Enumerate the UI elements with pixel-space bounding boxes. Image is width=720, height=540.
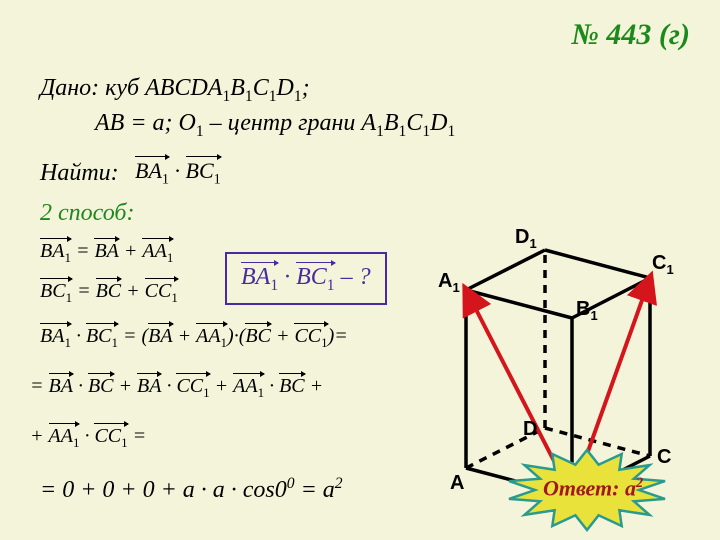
answer-starburst: Ответ: a2 — [505, 448, 670, 533]
equation-5: + AA1 · CC1 = — [30, 425, 146, 451]
method-label: 2 способ: — [40, 200, 134, 227]
problem-number: № 443 (г) — [571, 18, 690, 52]
answer-text: Ответ: a2 — [543, 475, 643, 501]
find-label: Найти: — [40, 160, 119, 187]
label-c1: C1 — [652, 252, 674, 277]
label-d: D — [523, 418, 537, 441]
final-line: = 0 + 0 + 0 + a · a · cos00 = a2 — [40, 475, 343, 504]
given-line-1: Дано: куб ABCDA1B1C1D1; — [40, 75, 310, 106]
label-a: A — [450, 472, 464, 495]
equation-2: BC1 = BC + CC1 — [40, 280, 178, 306]
boxed-question: BA1 · BC1 – ? — [225, 252, 387, 305]
find-expression: BA1 · BC1 — [135, 158, 221, 188]
equation-1: BA1 = BA + AA1 — [40, 240, 173, 266]
given-line-2: AB = a; O1 – центр грани A1B1C1D1 — [95, 110, 455, 141]
label-a1: A1 — [438, 270, 460, 295]
label-d1: D1 — [515, 226, 537, 251]
equation-3: BA1 · BC1 = (BA + AA1)·(BC + CC1)= — [40, 325, 348, 351]
equation-4: = BA · BC + BA · CC1 + AA1 · BC + — [30, 375, 323, 401]
label-b: B1 — [576, 298, 598, 323]
